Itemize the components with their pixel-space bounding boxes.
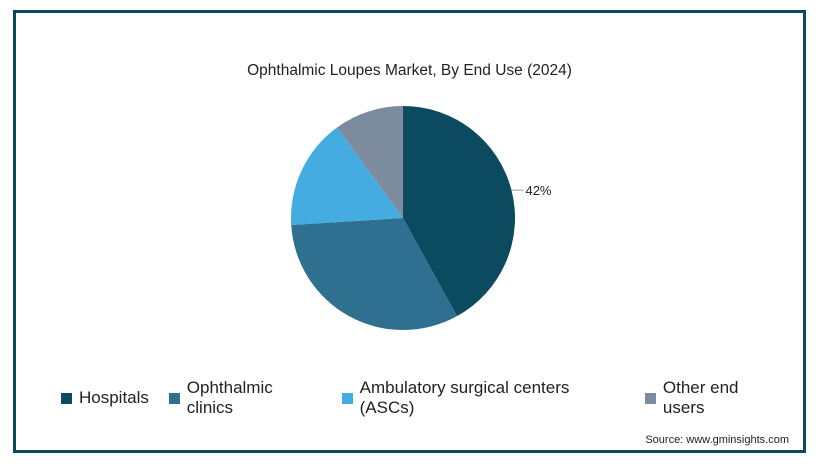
source-note: Source: www.gminsights.com — [645, 434, 789, 446]
pie-slice-hospitals — [403, 106, 516, 317]
chart-legend: Hospitals Ophthalmic clinics Ambulatory … — [61, 378, 803, 418]
legend-label-other-end-users: Other end users — [662, 378, 739, 417]
legend-item-other-end-users: Other end users — [645, 378, 783, 418]
legend-label-ophthalmic-clinics: Ophthalmic clinics — [186, 378, 273, 417]
legend-item-ascs: Ambulatory surgical centers (ASCs) — [341, 378, 625, 418]
pie-chart: 42% — [291, 106, 552, 331]
legend-swatch-ascs — [341, 392, 353, 404]
legend-swatch-hospitals — [61, 392, 72, 404]
chart-title: Ophthalmic Loupes Market, By End Use (20… — [247, 62, 572, 79]
legend-label-ascs: Ambulatory surgical centers (ASCs) — [359, 378, 570, 417]
pie-slice-other-end-users — [337, 106, 403, 218]
pie-slice-ambulatory-surgical-centers — [291, 127, 403, 226]
chart-frame: Ophthalmic Loupes Market, By End Use (20… — [13, 10, 806, 453]
legend-item-hospitals: Hospitals — [61, 388, 149, 408]
legend-swatch-other-end-users — [645, 392, 656, 404]
data-label-hospitals: 42% — [525, 183, 551, 198]
legend-label-hospitals: Hospitals — [79, 388, 149, 407]
legend-item-ophthalmic-clinics: Ophthalmic clinics — [168, 378, 322, 418]
legend-swatch-ophthalmic-clinics — [168, 392, 180, 404]
pie-slice-ophthalmic-clinics — [291, 218, 457, 331]
